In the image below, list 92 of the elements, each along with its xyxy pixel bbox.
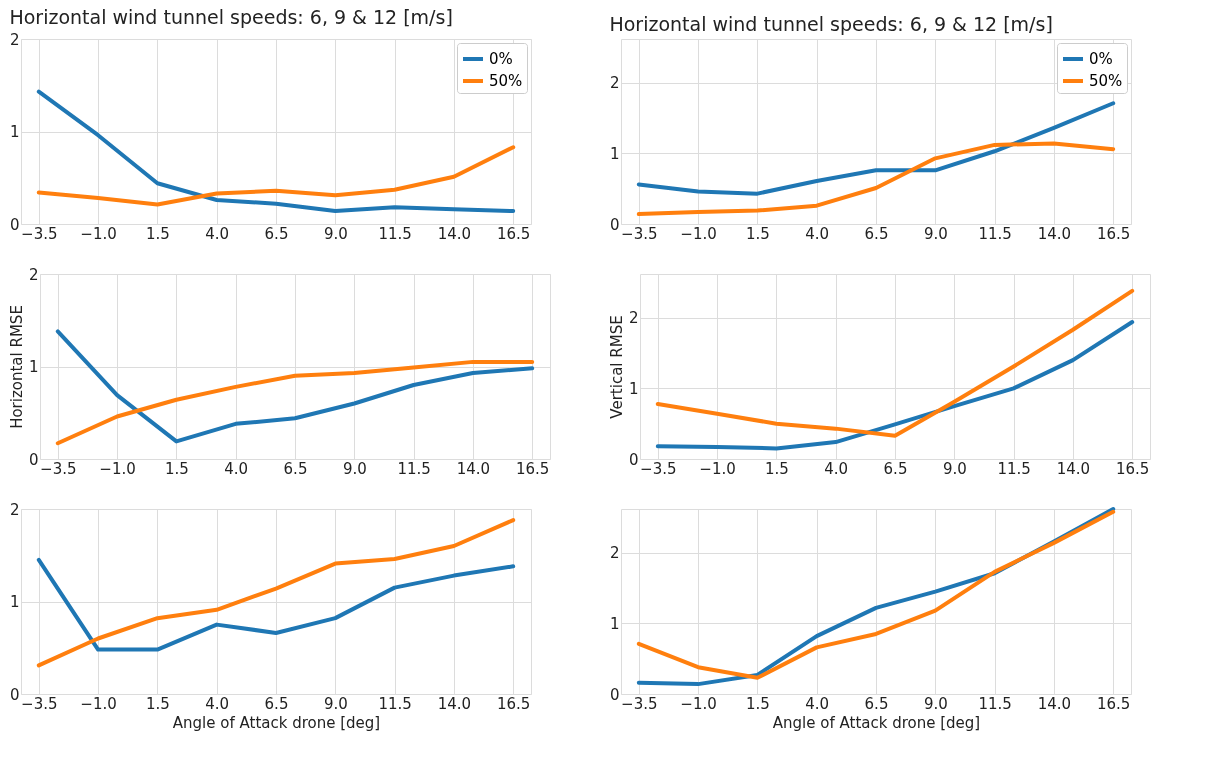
- x-tick-label: 6.5: [864, 694, 889, 713]
- legend-label: 50%: [1089, 72, 1123, 90]
- y-tick-label: 0: [609, 685, 620, 704]
- x-tick-label: 11.5: [378, 224, 412, 243]
- x-tick-label: −3.5: [21, 224, 58, 243]
- line-series: [636, 101, 1116, 196]
- legend-label: 0%: [489, 50, 513, 68]
- line-series: [36, 145, 516, 207]
- x-tick-label: 9.0: [323, 224, 348, 243]
- x-tick-label: 11.5: [997, 459, 1031, 478]
- x-tick-label: 14.0: [437, 224, 472, 243]
- x-tick-label: 9.0: [923, 224, 948, 243]
- line-series: [36, 89, 516, 214]
- y-tick-label: 0: [628, 450, 639, 469]
- y-tick-label: 1: [9, 123, 20, 141]
- x-tick-label: 4.0: [205, 694, 230, 713]
- y-tick-label: 2: [28, 265, 39, 284]
- y-tick-label: 0: [28, 450, 39, 469]
- y-tick-label: 0: [9, 685, 20, 704]
- x-tick-label: 16.5: [497, 694, 531, 713]
- x-tick-label: 11.5: [397, 459, 431, 478]
- y-tick-label: 1: [28, 358, 39, 376]
- line-series: [36, 557, 516, 652]
- line-series: [655, 320, 1135, 451]
- x-tick-label: 16.5: [497, 224, 531, 243]
- x-tick-label: 1.5: [145, 224, 170, 243]
- x-tick-label: 6.5: [883, 459, 908, 478]
- y-tick-label: 2: [9, 500, 20, 519]
- y-tick-label: 0: [9, 215, 20, 234]
- x-tick-label: 6.5: [264, 694, 289, 713]
- x-axis-title: Angle of Attack drone [deg]: [172, 713, 381, 732]
- y-axis-title: Vertical RMSE: [607, 315, 626, 419]
- x-tick-label: 9.0: [942, 459, 967, 478]
- line-series: [636, 141, 1116, 217]
- x-tick-label: 14.0: [437, 694, 472, 713]
- x-tick-label: −1.0: [80, 694, 117, 713]
- x-tick-label: 14.0: [1056, 459, 1091, 478]
- line-series: [55, 329, 535, 444]
- x-tick-label: 16.5: [1116, 459, 1150, 478]
- y-tick-label: 2: [628, 309, 639, 328]
- x-tick-label: 1.5: [145, 694, 170, 713]
- x-tick-label: −3.5: [621, 694, 658, 713]
- x-tick-label: −1.0: [99, 459, 136, 478]
- x-tick-label: 14.0: [1037, 694, 1072, 713]
- x-tick-label: 11.5: [978, 224, 1012, 243]
- x-tick-label: 9.0: [323, 694, 348, 713]
- x-tick-label: 9.0: [342, 459, 367, 478]
- x-tick-label: 9.0: [923, 694, 948, 713]
- x-tick-label: 4.0: [205, 224, 230, 243]
- x-tick-label: 14.0: [456, 459, 491, 478]
- x-tick-label: 16.5: [1097, 694, 1131, 713]
- y-tick-label: 0: [609, 215, 620, 234]
- x-tick-label: 16.5: [516, 459, 550, 478]
- x-tick-label: 4.0: [824, 459, 849, 478]
- x-tick-label: 1.5: [745, 224, 770, 243]
- x-tick-label: −1.0: [680, 224, 717, 243]
- y-axis-title: Horizontal RMSE: [7, 305, 26, 429]
- y-tick-label: 1: [628, 379, 639, 398]
- y-tick-label: 1: [609, 144, 620, 163]
- x-tick-label: 6.5: [264, 224, 289, 243]
- x-tick-label: 11.5: [978, 694, 1012, 713]
- x-tick-label: 4.0: [805, 694, 830, 713]
- line-series: [36, 518, 516, 668]
- x-tick-label: 4.0: [805, 224, 830, 243]
- x-tick-label: 1.5: [745, 694, 770, 713]
- y-tick-label: 1: [9, 593, 20, 611]
- x-axis-title: Angle of Attack drone [deg]: [772, 713, 981, 732]
- x-tick-label: −1.0: [80, 224, 117, 243]
- x-tick-label: 4.0: [224, 459, 249, 478]
- x-tick-label: 16.5: [1097, 224, 1131, 243]
- x-tick-label: −3.5: [21, 694, 58, 713]
- y-tick-label: 2: [9, 30, 20, 49]
- x-tick-label: 6.5: [283, 459, 308, 478]
- legend-label: 0%: [1089, 50, 1113, 68]
- x-tick-label: 1.5: [164, 459, 189, 478]
- y-tick-label: 2: [609, 74, 620, 93]
- x-tick-label: −3.5: [40, 459, 77, 478]
- line-series: [655, 288, 1135, 438]
- legend-label: 50%: [489, 72, 523, 90]
- y-tick-label: 2: [609, 544, 620, 563]
- x-tick-label: 14.0: [1037, 224, 1072, 243]
- chart-title: Horizontal wind tunnel speeds: 6, 9 & 12 [m/s]: [9, 6, 453, 28]
- x-tick-label: −1.0: [699, 459, 736, 478]
- x-tick-label: −3.5: [621, 224, 658, 243]
- line-series: [55, 359, 535, 446]
- chart-title: Horizontal wind tunnel speeds: 6, 9 & 12 [m/s]: [609, 13, 1053, 35]
- y-tick-label: 1: [609, 614, 620, 633]
- x-tick-label: 11.5: [378, 694, 412, 713]
- x-tick-label: −3.5: [640, 459, 677, 478]
- x-tick-label: −1.0: [680, 694, 717, 713]
- x-tick-label: 6.5: [864, 224, 889, 243]
- x-tick-label: 1.5: [764, 459, 789, 478]
